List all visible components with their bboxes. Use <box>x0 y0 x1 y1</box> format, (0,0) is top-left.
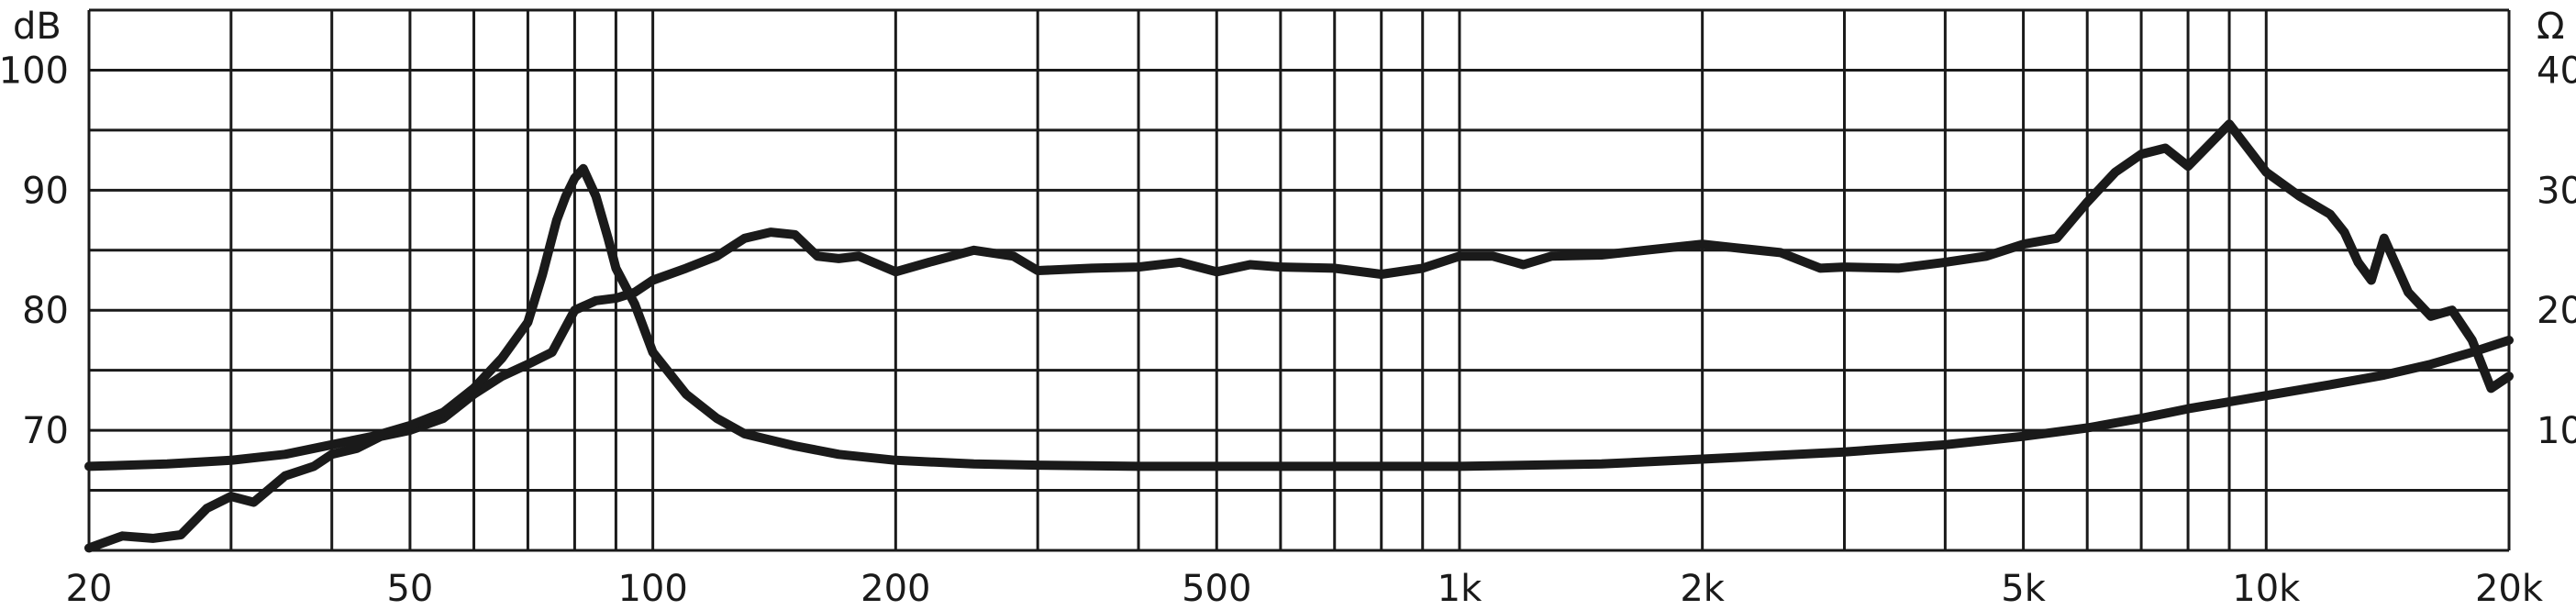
y-left-tick-label: 100 <box>0 50 69 92</box>
x-tick-label: 20k <box>2475 568 2544 610</box>
x-tick-label: 50 <box>386 568 433 610</box>
x-tick-label: 500 <box>1182 568 1251 610</box>
chart-series <box>84 119 2514 553</box>
impedance-curve <box>84 163 2514 471</box>
x-tick-label: 1k <box>1438 568 1482 610</box>
y-right-tick-label: 20 <box>2537 290 2576 332</box>
y-left-tick-label: 80 <box>22 290 69 332</box>
frequency-response-curve <box>84 119 2514 553</box>
y-right-tick-label: 30 <box>2537 170 2576 212</box>
chart-tick-labels: 20 50 100 200 500 1k 2k 5k 10k 20k 70 80 90 100 10 20 30… <box>0 50 2576 610</box>
y-right-tick-label: 10 <box>2537 410 2576 452</box>
x-tick-label: 10k <box>2232 568 2301 610</box>
chart-grid <box>87 8 2511 552</box>
x-tick-label: 2k <box>1680 568 1725 610</box>
x-tick-label: 20 <box>66 568 113 610</box>
x-tick-label: 5k <box>2001 568 2046 610</box>
y-axis-left-unit-label: dB <box>13 6 61 48</box>
y-right-tick-label: 40 <box>2537 50 2576 92</box>
y-axis-right-unit-label: Ω <box>2537 6 2565 48</box>
x-tick-label: 200 <box>861 568 930 610</box>
x-tick-label: 100 <box>617 568 687 610</box>
y-left-tick-label: 70 <box>22 410 69 452</box>
y-left-tick-label: 90 <box>22 170 69 212</box>
